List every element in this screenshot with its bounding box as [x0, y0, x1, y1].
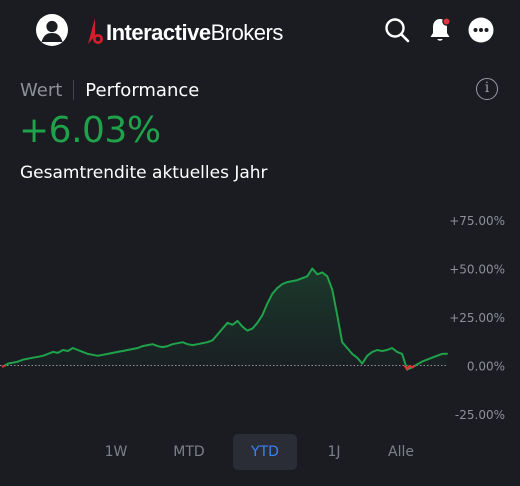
y-tick-label: +25.00%	[449, 311, 505, 325]
y-tick-label: 0.00%	[467, 360, 505, 374]
user-avatar-icon[interactable]	[36, 14, 68, 46]
y-tick-label: +75.00%	[449, 214, 505, 228]
brand-logo: InteractiveBrokers	[86, 16, 283, 50]
range-selector: 1W MTD YTD 1J Alle	[0, 434, 520, 470]
tab-divider	[73, 80, 75, 100]
view-tabs: Wert Performance	[20, 76, 199, 104]
range-1w[interactable]: 1W	[104, 444, 128, 460]
performance-label: Gesamtrendite aktuelles Jahr	[20, 163, 268, 183]
app-header: InteractiveBrokers	[0, 0, 520, 64]
range-1j[interactable]: 1J	[327, 444, 341, 460]
performance-value: +6.03%	[19, 110, 161, 151]
range-alle[interactable]: Alle	[388, 444, 414, 460]
performance-chart[interactable]: +75.00% +50.00% +25.00% 0.00% -25.00%	[0, 200, 520, 430]
logo-text-bold: Interactive	[106, 20, 211, 45]
negative-segment	[403, 364, 411, 372]
tab-wert[interactable]: Wert	[20, 79, 63, 101]
y-tick-label: +50.00%	[449, 263, 505, 277]
negative-segment	[408, 364, 416, 369]
negative-segment	[2, 364, 6, 368]
bell-icon[interactable]	[426, 16, 454, 44]
tab-performance[interactable]: Performance	[85, 79, 200, 101]
search-icon[interactable]	[383, 16, 411, 44]
range-mtd[interactable]: MTD	[173, 444, 205, 460]
more-icon[interactable]	[468, 17, 494, 43]
notification-dot	[442, 17, 451, 26]
chart-svg: +75.00% +50.00% +25.00% 0.00% -25.00%	[0, 214, 505, 422]
ib-logo-mark-icon	[88, 18, 103, 44]
series-line	[2, 267, 448, 371]
series-area	[3, 268, 447, 370]
info-icon[interactable]: i	[476, 78, 498, 100]
range-ytd[interactable]: YTD	[233, 434, 297, 470]
y-tick-label: -25.00%	[455, 408, 505, 422]
logo-text-regular: Brokers	[210, 20, 284, 45]
